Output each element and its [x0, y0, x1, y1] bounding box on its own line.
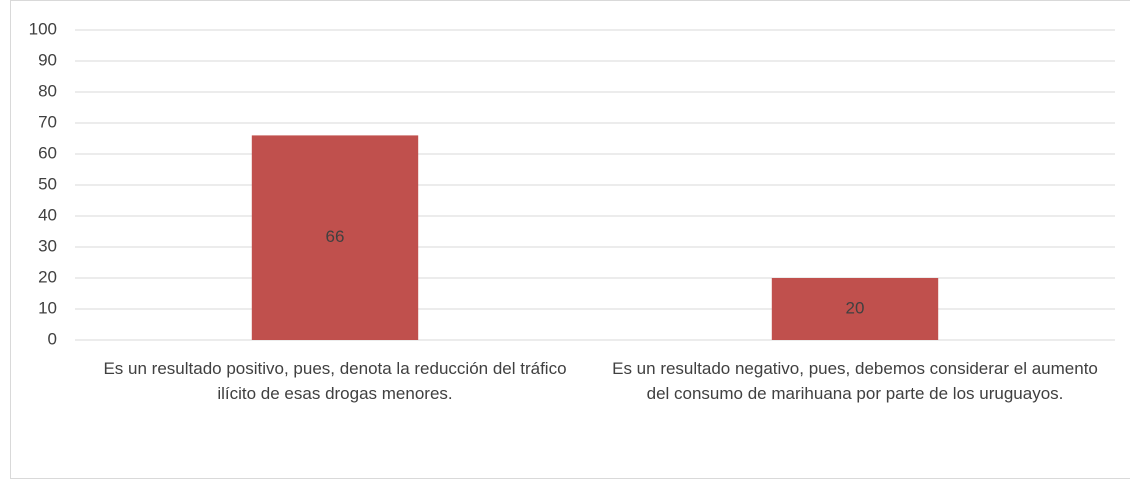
y-tick-label: 60: [38, 143, 57, 162]
y-tick-label: 50: [38, 174, 57, 193]
x-tick-label: Es un resultado positivo, pues, denota l…: [103, 359, 567, 403]
y-tick-label: 100: [29, 19, 57, 38]
y-tick-label: 70: [38, 112, 57, 131]
bar: [251, 135, 419, 340]
y-tick-label: 10: [38, 298, 57, 317]
y-tick-label: 20: [38, 267, 57, 286]
y-tick-label: 0: [48, 329, 57, 348]
data-label: 66: [326, 227, 345, 246]
chart-frame: [10, 0, 1130, 479]
y-tick-label: 30: [38, 236, 57, 255]
bar: [771, 278, 939, 340]
y-tick-label: 80: [38, 81, 57, 100]
data-label: 20: [846, 298, 865, 317]
y-tick-label: 90: [38, 50, 57, 69]
x-tick-label: Es un resultado negativo, pues, debemos …: [612, 359, 1098, 403]
y-tick-label: 40: [38, 205, 57, 224]
